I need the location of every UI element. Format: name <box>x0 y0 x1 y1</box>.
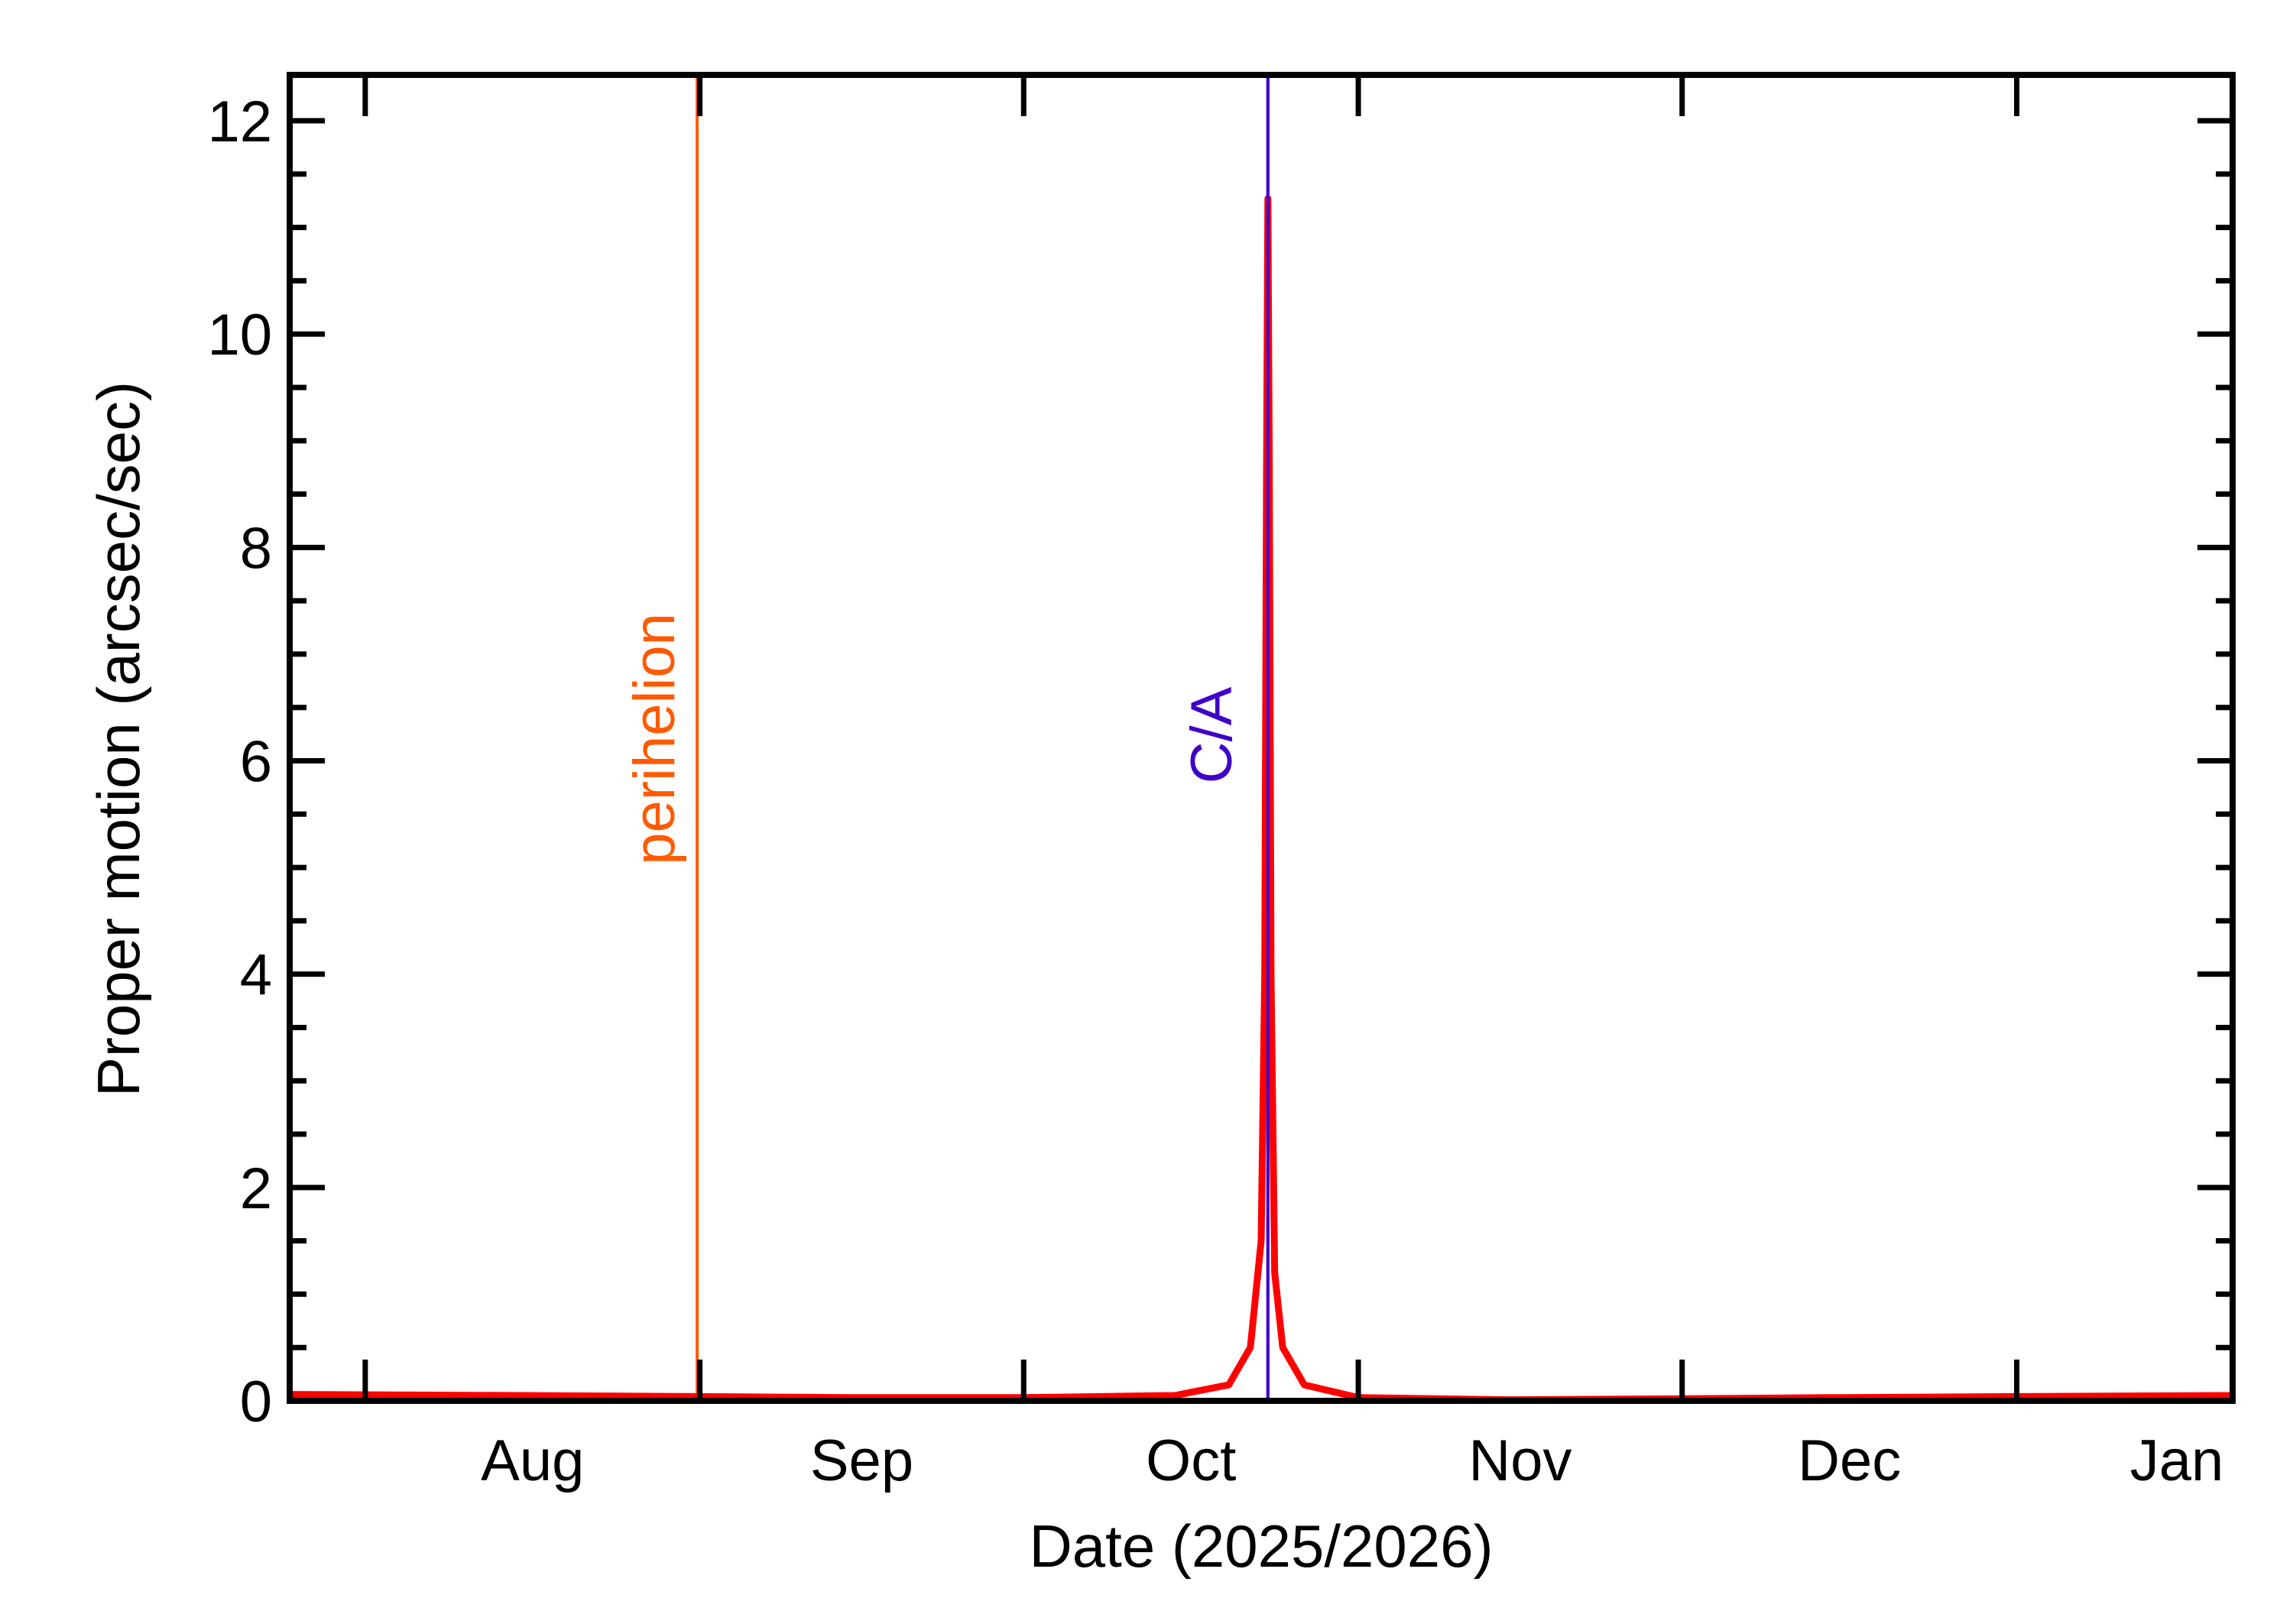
y-tick-label: 12 <box>207 89 272 154</box>
annotation-label: C/A <box>1179 686 1244 783</box>
x-tick-label: Dec <box>1798 1428 1901 1493</box>
y-tick-label: 8 <box>240 516 272 581</box>
x-axis-title: Date (2025/2026) <box>1029 1512 1493 1580</box>
x-tick-label: Oct <box>1146 1428 1236 1493</box>
data-line <box>289 195 2233 1404</box>
y-tick-label: 0 <box>240 1370 272 1434</box>
y-tick-label: 10 <box>207 303 272 368</box>
x-tick-label: Nov <box>1468 1428 1571 1493</box>
x-tick-label: Aug <box>481 1428 584 1493</box>
y-axis-title: Proper motion (arcsec/sec) <box>85 381 152 1097</box>
y-tick-label: 2 <box>240 1156 272 1221</box>
plot-frame <box>287 72 2236 1404</box>
x-tick-label: Sep <box>810 1428 913 1493</box>
x-tick-label: Jan <box>2130 1428 2224 1493</box>
y-tick-label: 6 <box>240 730 272 795</box>
y-tick-label: 4 <box>240 943 272 1008</box>
annotation-label: perihelion <box>622 613 687 865</box>
